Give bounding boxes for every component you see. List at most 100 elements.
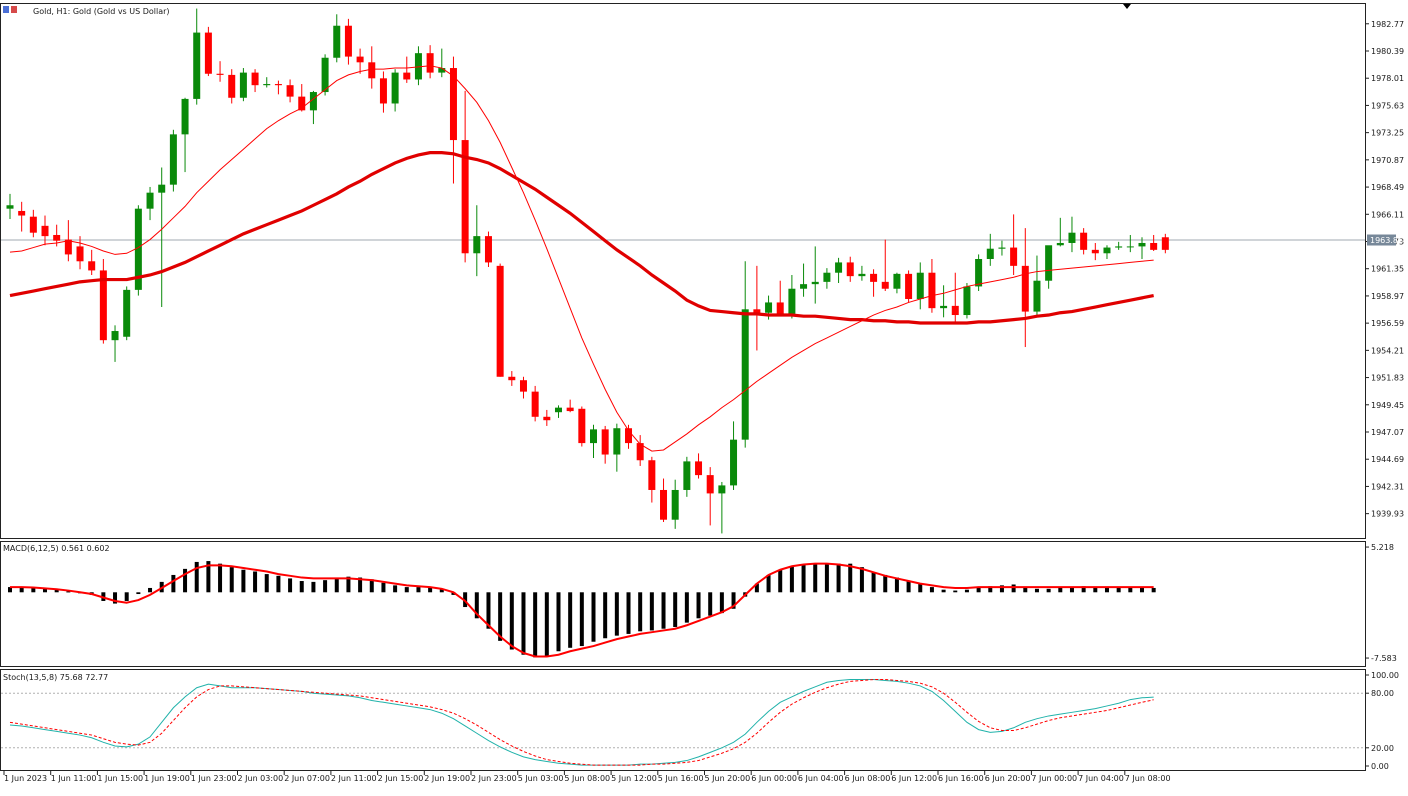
price-tick-label: 1973.25 xyxy=(1371,129,1404,138)
candle-body xyxy=(730,439,738,486)
window-title: Gold, H1: Gold (Gold vs US Dollar) xyxy=(3,6,170,16)
candle xyxy=(461,90,469,263)
candle-body xyxy=(625,428,633,444)
macd-bar xyxy=(848,563,853,593)
candle xyxy=(228,69,236,104)
macd-bar xyxy=(8,587,12,593)
macd-bar xyxy=(393,585,398,593)
time-axis[interactable]: 1 Jun 2023 1 Jun 11:00 1 Jun 15:00 1 Jun 19… xyxy=(3,771,1171,783)
candle-body xyxy=(41,225,49,237)
price-tick-label: 1980.39 xyxy=(1371,47,1404,56)
candle xyxy=(706,467,714,526)
macd-bar xyxy=(54,589,59,593)
macd-bar xyxy=(1069,587,1074,593)
macd-bar xyxy=(1139,587,1144,593)
scroll-marker[interactable] xyxy=(1123,4,1131,9)
candle xyxy=(158,167,166,308)
main-panel-frame xyxy=(0,3,1366,539)
candle xyxy=(29,209,37,238)
candle xyxy=(998,240,1006,256)
candle-body xyxy=(636,443,644,461)
current-price-box xyxy=(1367,234,1396,246)
ma-fast-line xyxy=(9,65,1154,452)
candle xyxy=(660,478,668,522)
current-price-label: 1963.86 xyxy=(1370,236,1403,245)
candle xyxy=(975,254,983,292)
candle xyxy=(590,424,597,458)
candle-body xyxy=(811,281,819,285)
macd-bar xyxy=(264,574,269,593)
macd-bar xyxy=(859,567,864,593)
macd-bar xyxy=(1058,587,1063,593)
macd-bar xyxy=(288,578,293,593)
candlestick-series xyxy=(6,8,1169,534)
price-tick-label: 1944.69 xyxy=(1371,455,1404,464)
candle xyxy=(391,69,399,112)
candle-body xyxy=(484,236,492,263)
time-tick-label: 6 Jun 16:00 xyxy=(938,774,984,783)
candle-body xyxy=(1126,246,1134,248)
candle-body xyxy=(508,376,516,381)
candle-body xyxy=(1103,247,1111,254)
stoch-tick-label: 100.00 xyxy=(1371,671,1399,680)
candle-body xyxy=(846,262,854,277)
candle-body xyxy=(695,461,703,476)
stoch-tick-label: 20.00 xyxy=(1371,744,1394,753)
macd-bar xyxy=(1104,587,1109,593)
macd-bar xyxy=(124,592,129,601)
candle xyxy=(1091,242,1099,261)
candle-body xyxy=(601,429,609,455)
macd-bar xyxy=(66,591,71,593)
candle xyxy=(484,231,492,267)
price-tick-label: 1978.01 xyxy=(1371,74,1404,83)
macd-bar xyxy=(661,592,666,629)
candle-body xyxy=(1021,265,1029,312)
time-tick-label: 2 Jun 11:00 xyxy=(331,774,377,783)
candle-body xyxy=(1138,242,1146,247)
time-tick-label: 2 Jun 07:00 xyxy=(284,774,330,783)
price-tick-label: 1968.49 xyxy=(1371,183,1404,192)
candle-body xyxy=(473,236,481,254)
candle xyxy=(1045,245,1053,289)
stochastic-indicator: 100.00 80.00 20.00 0.00 xyxy=(1,671,1399,771)
macd-bar xyxy=(171,574,176,593)
candle-body xyxy=(776,302,784,314)
candle xyxy=(893,272,901,294)
shift-marker-icon[interactable] xyxy=(1123,4,1131,9)
candle-body xyxy=(76,246,84,262)
macd-bar xyxy=(43,588,48,593)
macd-signal-line xyxy=(10,562,1154,658)
candle xyxy=(986,233,994,266)
stoch-tick-label: 0.00 xyxy=(1371,762,1389,771)
candle xyxy=(835,257,843,284)
macd-bar xyxy=(638,592,643,632)
chart-title: Gold, H1: Gold (Gold vs US Dollar) xyxy=(33,7,170,16)
candle xyxy=(870,269,878,297)
macd-bar xyxy=(276,575,281,593)
macd-bar xyxy=(568,592,573,648)
candle-body xyxy=(1068,232,1076,243)
time-tick-label: 7 Jun 04:00 xyxy=(1078,774,1124,783)
candle-body xyxy=(963,286,971,316)
macd-bar xyxy=(801,564,806,593)
time-tick-label: 6 Jun 20:00 xyxy=(985,774,1031,783)
candle-body xyxy=(461,140,469,254)
candle xyxy=(578,406,586,447)
macd-bar xyxy=(626,592,631,634)
macd-tick-label: -7.583 xyxy=(1371,654,1397,663)
candle xyxy=(1138,237,1146,259)
candle-body xyxy=(1010,247,1018,266)
macd-bar xyxy=(603,592,608,639)
candle-body xyxy=(403,72,411,80)
candle xyxy=(193,8,201,105)
time-tick-label: 1 Jun 19:00 xyxy=(144,774,190,783)
candle-body xyxy=(333,25,341,58)
candle-body xyxy=(590,429,597,444)
candle-body xyxy=(554,407,562,413)
time-tick-label: 6 Jun 12:00 xyxy=(891,774,937,783)
macd-bar xyxy=(544,592,549,656)
candle xyxy=(963,283,971,319)
main-price-axis[interactable]: 1982.77 1980.39 1978.01 1975.63 1973.25 1970.… xyxy=(1,20,1404,519)
